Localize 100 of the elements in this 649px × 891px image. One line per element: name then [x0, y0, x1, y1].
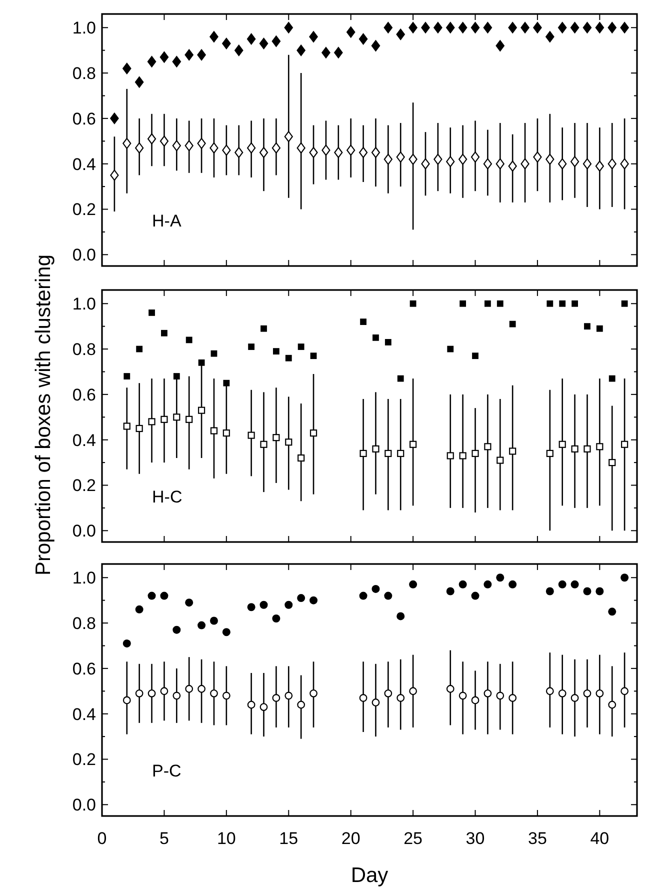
- point: [110, 112, 119, 124]
- point: [433, 22, 442, 34]
- point: [272, 614, 280, 622]
- point: [160, 51, 169, 64]
- y-tick-label: 0.0: [72, 796, 96, 815]
- point: [122, 696, 131, 704]
- point: [396, 151, 405, 163]
- point: [360, 318, 366, 325]
- point: [570, 156, 580, 168]
- point: [247, 700, 256, 709]
- point: [396, 694, 405, 702]
- point: [160, 416, 168, 423]
- point: [571, 445, 578, 452]
- point: [309, 146, 318, 158]
- point: [260, 600, 268, 609]
- point: [310, 352, 317, 360]
- point: [272, 142, 280, 154]
- point: [620, 22, 630, 34]
- point: [272, 434, 280, 442]
- point: [558, 580, 566, 588]
- point: [272, 348, 280, 354]
- point: [122, 639, 131, 648]
- point: [310, 429, 318, 437]
- point: [372, 334, 379, 341]
- point: [496, 158, 504, 170]
- point: [160, 687, 168, 696]
- point: [234, 44, 244, 56]
- point: [472, 352, 478, 360]
- point: [209, 30, 218, 43]
- point: [570, 22, 580, 34]
- point: [197, 138, 206, 149]
- point: [620, 574, 629, 582]
- point: [172, 626, 181, 634]
- point: [397, 375, 404, 382]
- y-axis-title: Proportion of boxes with clustering: [32, 254, 55, 576]
- point: [408, 154, 418, 165]
- point: [359, 694, 368, 702]
- point: [173, 414, 180, 421]
- point: [148, 592, 156, 600]
- point: [358, 32, 368, 45]
- point: [247, 603, 256, 612]
- point: [458, 22, 468, 34]
- point: [185, 598, 194, 607]
- point: [596, 689, 604, 698]
- point: [310, 596, 318, 604]
- point: [458, 154, 468, 165]
- point: [508, 160, 517, 172]
- point: [384, 450, 392, 458]
- point: [122, 138, 132, 149]
- point: [172, 56, 182, 68]
- point: [248, 432, 255, 439]
- point: [484, 443, 492, 450]
- point: [298, 344, 304, 350]
- point: [147, 133, 156, 144]
- x-tick-label: 40: [590, 829, 610, 848]
- point: [310, 689, 318, 698]
- point: [123, 422, 130, 430]
- x-tick-label: 5: [159, 829, 169, 848]
- point: [409, 440, 417, 448]
- point: [298, 454, 305, 462]
- x-tick-label: 20: [341, 829, 360, 848]
- point: [572, 300, 578, 307]
- point: [509, 448, 516, 455]
- point: [620, 158, 629, 170]
- point: [198, 684, 206, 693]
- point: [284, 692, 293, 700]
- point: [483, 22, 492, 34]
- point: [384, 154, 392, 165]
- point: [210, 689, 218, 698]
- y-tick-label: 1.0: [72, 18, 96, 38]
- point: [384, 339, 392, 346]
- point: [248, 344, 254, 350]
- point: [297, 594, 306, 602]
- point: [360, 450, 367, 458]
- point: [321, 46, 330, 59]
- point: [134, 76, 144, 88]
- point: [496, 40, 505, 52]
- point: [446, 587, 454, 596]
- point: [397, 450, 404, 458]
- point: [532, 22, 542, 34]
- point: [496, 456, 504, 464]
- point: [322, 144, 330, 156]
- point: [420, 22, 430, 34]
- point: [583, 689, 592, 698]
- point: [508, 580, 517, 588]
- point: [210, 142, 218, 154]
- point: [198, 406, 206, 414]
- point: [272, 35, 281, 48]
- point: [496, 574, 504, 582]
- point: [484, 580, 492, 588]
- x-tick-label: 15: [279, 829, 298, 848]
- point: [160, 136, 169, 147]
- point: [260, 325, 267, 332]
- point: [285, 354, 292, 362]
- y-tick-label: 1.0: [72, 568, 96, 588]
- point: [148, 689, 156, 698]
- point: [570, 694, 579, 702]
- point: [596, 443, 604, 450]
- point: [446, 22, 455, 34]
- point: [446, 156, 455, 168]
